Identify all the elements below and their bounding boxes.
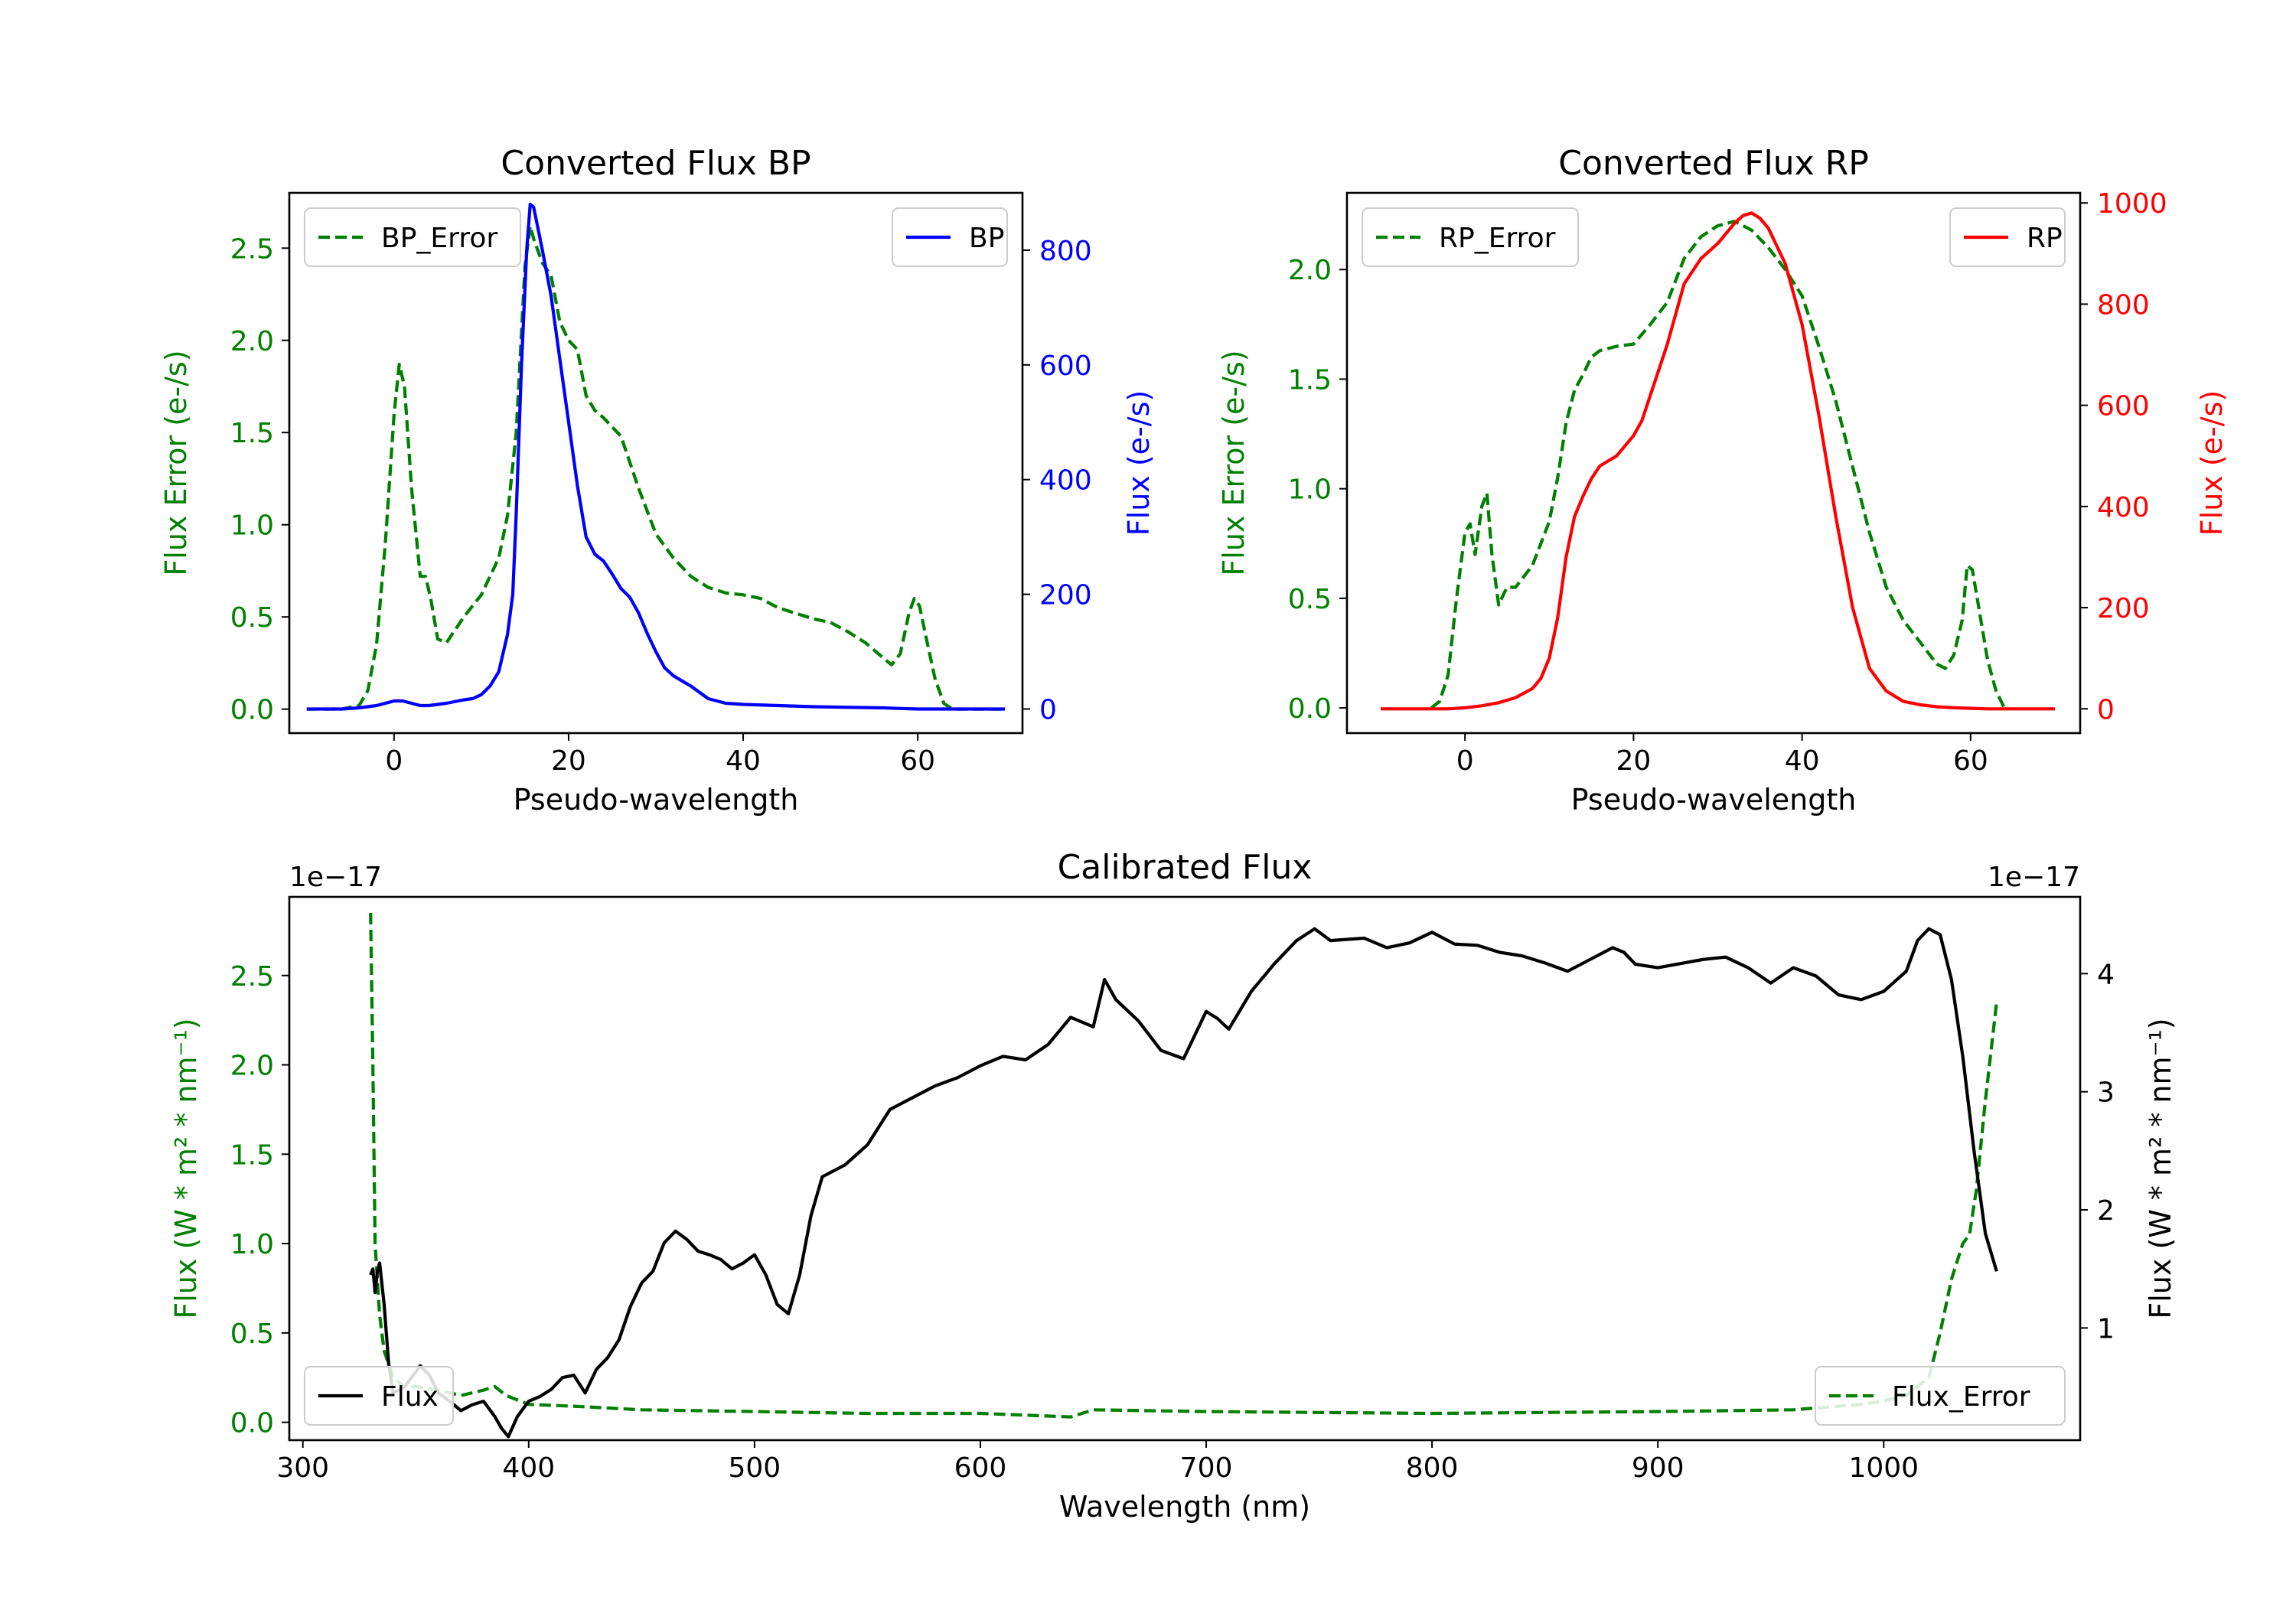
calibrated-ylabel-right: Flux (W * m² * nm⁻¹)	[2144, 1018, 2177, 1319]
rp-ylabel-right: Flux (e-/s)	[2195, 390, 2229, 536]
rp-xtick-label: 60	[1953, 745, 1988, 777]
rp-ytick-left-label: 0.0	[1288, 693, 1332, 725]
calibrated-xtick-label: 900	[1632, 1452, 1684, 1484]
bp-ytick-left-label: 2.5	[230, 233, 274, 265]
rp-ytick-right-label: 400	[2097, 492, 2150, 523]
calibrated-ytick-right-label: 4	[2097, 959, 2115, 990]
rp-panel: 0 20 40 60 0.0 0.5 1.0 1.5 2.0 0 200 400 600 800 1000 C…	[1217, 144, 2229, 817]
bp-xlabel: Pseudo-wavelength	[514, 783, 799, 817]
legend-label: Flux_Error	[1892, 1381, 2030, 1413]
rp-plot-frame	[1345, 191, 2082, 735]
rp-xtick-label: 0	[1456, 745, 1474, 777]
calibrated-xtick-label: 700	[1180, 1452, 1233, 1484]
bp-xtick-label: 0	[385, 745, 403, 777]
rp-xlabel: Pseudo-wavelength	[1571, 783, 1857, 817]
legend-label: Flux	[381, 1381, 439, 1413]
rp-ytick-right-label: 600	[2097, 391, 2150, 422]
legend-box	[304, 1366, 454, 1426]
rp-legend-rp: RP	[1949, 207, 2066, 267]
calibrated-series-flux-error-line	[369, 912, 1998, 1419]
calibrated-ytick-left-label: 0.5	[230, 1319, 274, 1350]
calibrated-xtick-label: 300	[276, 1452, 329, 1484]
rp-ytick-right-label: 0	[2097, 694, 2115, 725]
calibrated-ytick-left-label: 0.0	[230, 1408, 274, 1439]
rp-ylabel-left: Flux Error (e-/s)	[1217, 350, 1251, 575]
calibrated-xtick-label: 1000	[1848, 1452, 1919, 1484]
bp-ytick-right-label: 600	[1039, 350, 1092, 382]
legend-box	[1362, 207, 1579, 267]
calibrated-panel: 300 400 500 600 700 800 900 1000 0.0 0.5 1.0 1.5 2.0…	[169, 848, 2177, 1524]
bp-ytick-left-label: 1.0	[230, 510, 274, 542]
calibrated-xtick-label: 400	[502, 1452, 555, 1484]
calibrated-ytick-right-label: 1	[2097, 1313, 2115, 1345]
calibrated-ytick-left-label: 1.0	[230, 1229, 274, 1260]
calibrated-legend-flux-error: Flux_Error	[1815, 1366, 2066, 1426]
calibrated-ytick-left-label: 2.5	[230, 961, 274, 993]
calibrated-ytick-left-label: 1.5	[230, 1139, 274, 1171]
bp-xtick-label: 60	[900, 745, 935, 777]
bp-ytick-left-label: 0.5	[230, 602, 274, 634]
bp-series-bp-line	[306, 202, 1006, 711]
calibrated-series-flux-line	[369, 927, 1998, 1439]
bp-ylabel-left: Flux Error (e-/s)	[159, 350, 193, 575]
rp-series-rp-error-line	[1430, 220, 2006, 709]
rp-ytick-left-label: 2.0	[1288, 255, 1332, 286]
calibrated-ytick-left-label: 2.0	[230, 1051, 274, 1082]
calibrated-xtick-label: 800	[1406, 1452, 1459, 1484]
bp-xtick-label: 20	[551, 745, 586, 777]
calibrated-legend-flux: Flux	[304, 1366, 454, 1426]
legend-box	[1815, 1366, 2066, 1426]
rp-ytick-left-label: 1.5	[1288, 364, 1332, 396]
legend-label: BP	[969, 223, 1004, 254]
rp-legend-rp-error: RP_Error	[1362, 207, 1579, 267]
calibrated-ytick-right-label: 2	[2097, 1195, 2115, 1227]
rp-ytick-left-label: 0.5	[1288, 584, 1332, 615]
rp-title: Converted Flux RP	[1558, 144, 1869, 183]
calibrated-ylabel-left: Flux (W * m² * nm⁻¹)	[169, 1018, 203, 1319]
rp-ytick-right-label: 800	[2097, 289, 2150, 321]
bp-panel: 0 20 40 60 0.0 0.5 1.0 1.5 2.0 2.5 0 200 400 600 800 Co…	[159, 144, 1156, 817]
calibrated-offset-left: 1e−17	[289, 862, 382, 893]
rp-ytick-right-label: 200	[2097, 593, 2150, 624]
bp-ytick-left-label: 1.5	[230, 418, 274, 449]
bp-ytick-left-label: 2.0	[230, 326, 274, 357]
calibrated-xtick-label: 500	[729, 1452, 781, 1484]
calibrated-plot-frame	[288, 895, 2082, 1442]
bp-xtick-label: 40	[726, 745, 761, 777]
bp-ytick-right-label: 400	[1039, 465, 1092, 497]
legend-label: BP_Error	[381, 223, 497, 254]
calibrated-title: Calibrated Flux	[1058, 848, 1313, 887]
calibrated-xtick-label: 600	[954, 1452, 1007, 1484]
calibrated-offset-right: 1e−17	[1988, 862, 2080, 893]
rp-xtick-label: 20	[1616, 745, 1651, 777]
rp-ytick-right-label: 1000	[2097, 188, 2167, 220]
rp-series-rp-line	[1381, 211, 2055, 711]
bp-series-bp-error-line	[306, 224, 1006, 711]
legend-label: RP	[2027, 223, 2063, 254]
bp-ytick-right-label: 0	[1039, 695, 1057, 726]
bp-ytick-right-label: 200	[1039, 580, 1092, 611]
bp-ylabel-right: Flux (e-/s)	[1122, 390, 1156, 536]
bp-ytick-left-label: 0.0	[230, 695, 274, 726]
bp-title: Converted Flux BP	[501, 144, 810, 183]
bp-plot-frame	[288, 191, 1024, 735]
legend-box	[304, 207, 521, 267]
rp-ytick-left-label: 1.0	[1288, 474, 1332, 506]
legend-label: RP_Error	[1439, 223, 1556, 254]
bp-legend-bp-error: BP_Error	[304, 207, 521, 267]
bp-legend-bp: BP	[892, 207, 1008, 267]
calibrated-xlabel: Wavelength (nm)	[1059, 1490, 1310, 1524]
rp-xtick-label: 40	[1785, 745, 1820, 777]
bp-ytick-right-label: 800	[1039, 236, 1092, 267]
calibrated-ytick-right-label: 3	[2097, 1077, 2115, 1109]
